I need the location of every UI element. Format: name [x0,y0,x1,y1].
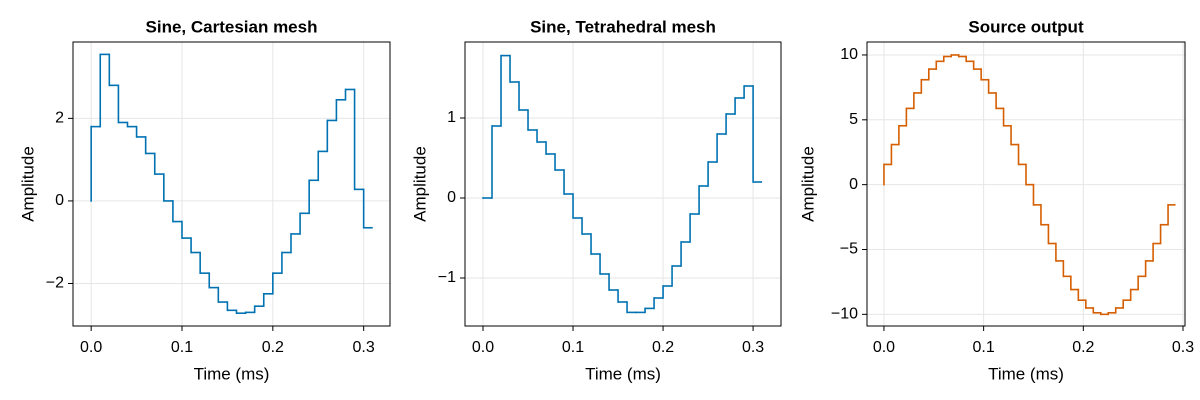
chart-title: Sine, Cartesian mesh [146,17,318,36]
plot-frame [464,41,782,327]
y-tick-label: 0 [55,192,64,209]
y-axis-label: Amplitude [798,146,817,222]
y-tick-label: 1 [447,109,456,126]
y-axis-label: Amplitude [410,146,429,222]
x-tick-label: 0.2 [652,339,674,356]
x-tick-label: 0.0 [873,339,895,356]
plot-frame [72,41,391,327]
x-tick-label: 0.1 [171,339,193,356]
y-axis-label: Amplitude [18,146,37,222]
x-axis-label: Time (ms) [585,364,661,383]
x-axis-label: Time (ms) [988,364,1064,383]
y-tick-label: −1 [438,269,456,286]
y-tick-label: 10 [840,46,858,63]
y-tick-label: 0 [447,189,456,206]
y-tick-label: 5 [849,111,858,128]
x-tick-label: 0.2 [262,339,284,356]
x-tick-label: 0.2 [1072,339,1094,356]
x-tick-label: 0.0 [472,339,494,356]
y-tick-label: −5 [840,241,858,258]
x-tick-label: 0.3 [742,339,764,356]
x-axis-label: Time (ms) [194,364,270,383]
chart-title: Sine, Tetrahedral mesh [530,17,716,36]
x-tick-label: 0.1 [973,339,995,356]
x-tick-label: 0.1 [562,339,584,356]
x-tick-label: 0.0 [80,339,102,356]
y-tick-label: 0 [849,176,858,193]
y-tick-label: 2 [55,110,64,127]
x-tick-label: 0.3 [1172,339,1194,356]
x-tick-label: 0.3 [353,339,375,356]
plot-frame [866,41,1186,327]
y-tick-label: −2 [46,275,64,292]
chart-title: Source output [968,17,1084,36]
y-tick-label: −10 [831,306,858,323]
